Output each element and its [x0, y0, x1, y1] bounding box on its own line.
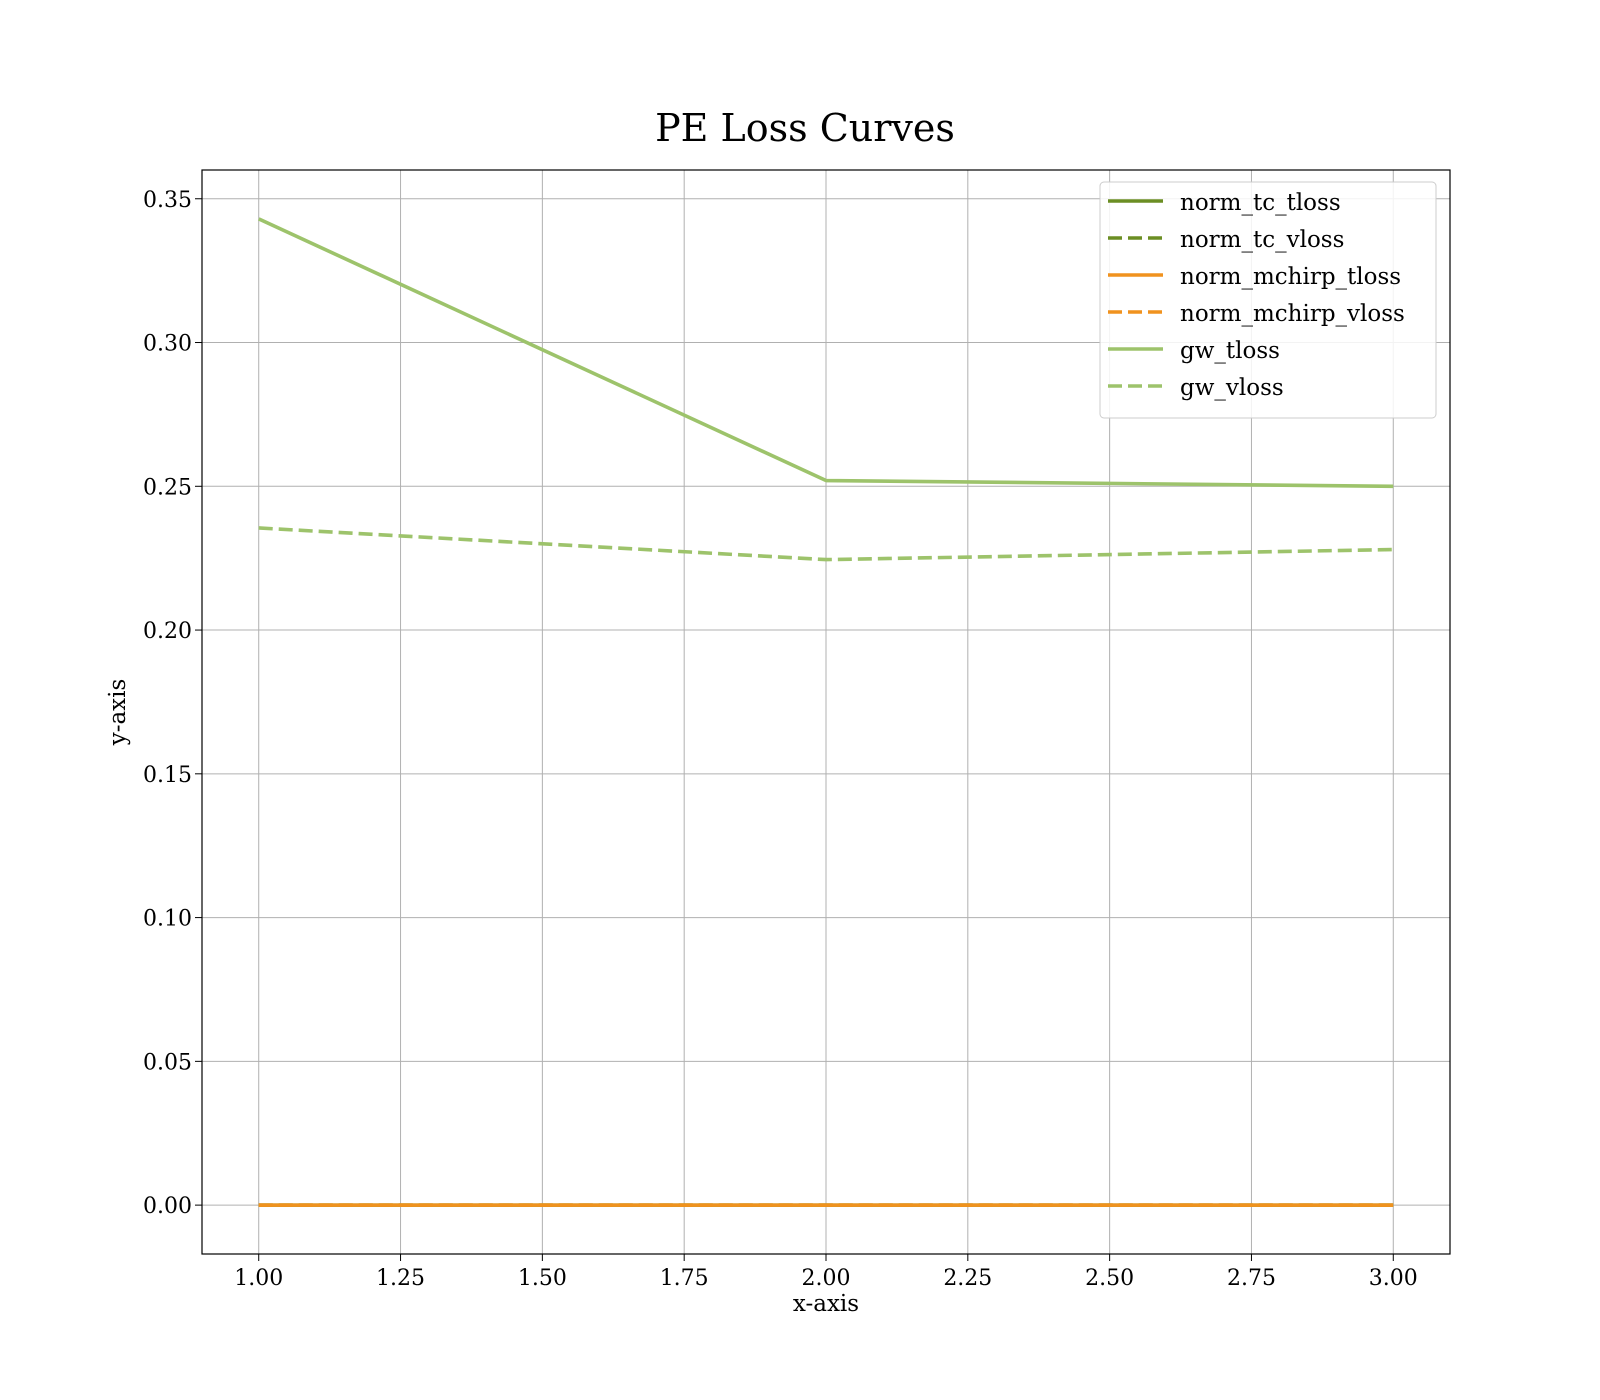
x-ticks: 1.00 1.25 1.50 1.75 2.00 2.25 2.50 2.75 3.00	[234, 1254, 1418, 1291]
x-tick-label: 1.50	[518, 1266, 567, 1291]
x-tick-label: 2.75	[1227, 1266, 1276, 1291]
y-tick-label: 0.10	[143, 907, 192, 932]
legend-entry: norm_mchirp_tloss	[1180, 264, 1401, 290]
x-tick-label: 2.25	[943, 1266, 992, 1291]
y-tick-label: 0.25	[143, 475, 192, 500]
y-tick-label: 0.35	[143, 188, 192, 213]
grid	[202, 170, 1450, 1254]
y-axis-label: y-axis	[105, 679, 131, 747]
y-tick-label: 0.20	[143, 619, 192, 644]
series-group	[257, 217, 1394, 1207]
y-tick-label: 0.00	[143, 1194, 192, 1219]
x-tick-label: 2.50	[1085, 1266, 1134, 1291]
y-tick-label: 0.15	[143, 763, 192, 788]
x-tick-label: 3.00	[1369, 1266, 1418, 1291]
y-tick-label: 0.05	[143, 1050, 192, 1075]
legend-entry: gw_tloss	[1180, 338, 1280, 364]
x-tick-label: 1.25	[376, 1266, 425, 1291]
chart-title: PE Loss Curves	[655, 106, 955, 150]
legend-entry: norm_tc_tloss	[1180, 190, 1341, 216]
legend-entry: norm_tc_vloss	[1180, 227, 1344, 253]
series-line-gw-vloss	[258, 526, 1394, 562]
legend: norm_tc_tloss norm_tc_vloss norm_mchirp_tl…	[1099, 181, 1437, 419]
x-tick-label: 1.75	[660, 1266, 709, 1291]
y-ticks: 0.00 0.05 0.10 0.15 0.20 0.25 0.30 0.35	[143, 188, 202, 1219]
x-tick-label: 2.00	[802, 1266, 851, 1291]
legend-frame	[1099, 181, 1437, 419]
x-tick-label: 1.00	[234, 1266, 283, 1291]
legend-entry: gw_vloss	[1180, 375, 1284, 401]
x-axis-label: x-axis	[793, 1291, 859, 1317]
legend-entry: norm_mchirp_vloss	[1180, 301, 1405, 327]
y-tick-label: 0.30	[143, 332, 192, 357]
series-line-gw-tloss	[257, 217, 1394, 489]
